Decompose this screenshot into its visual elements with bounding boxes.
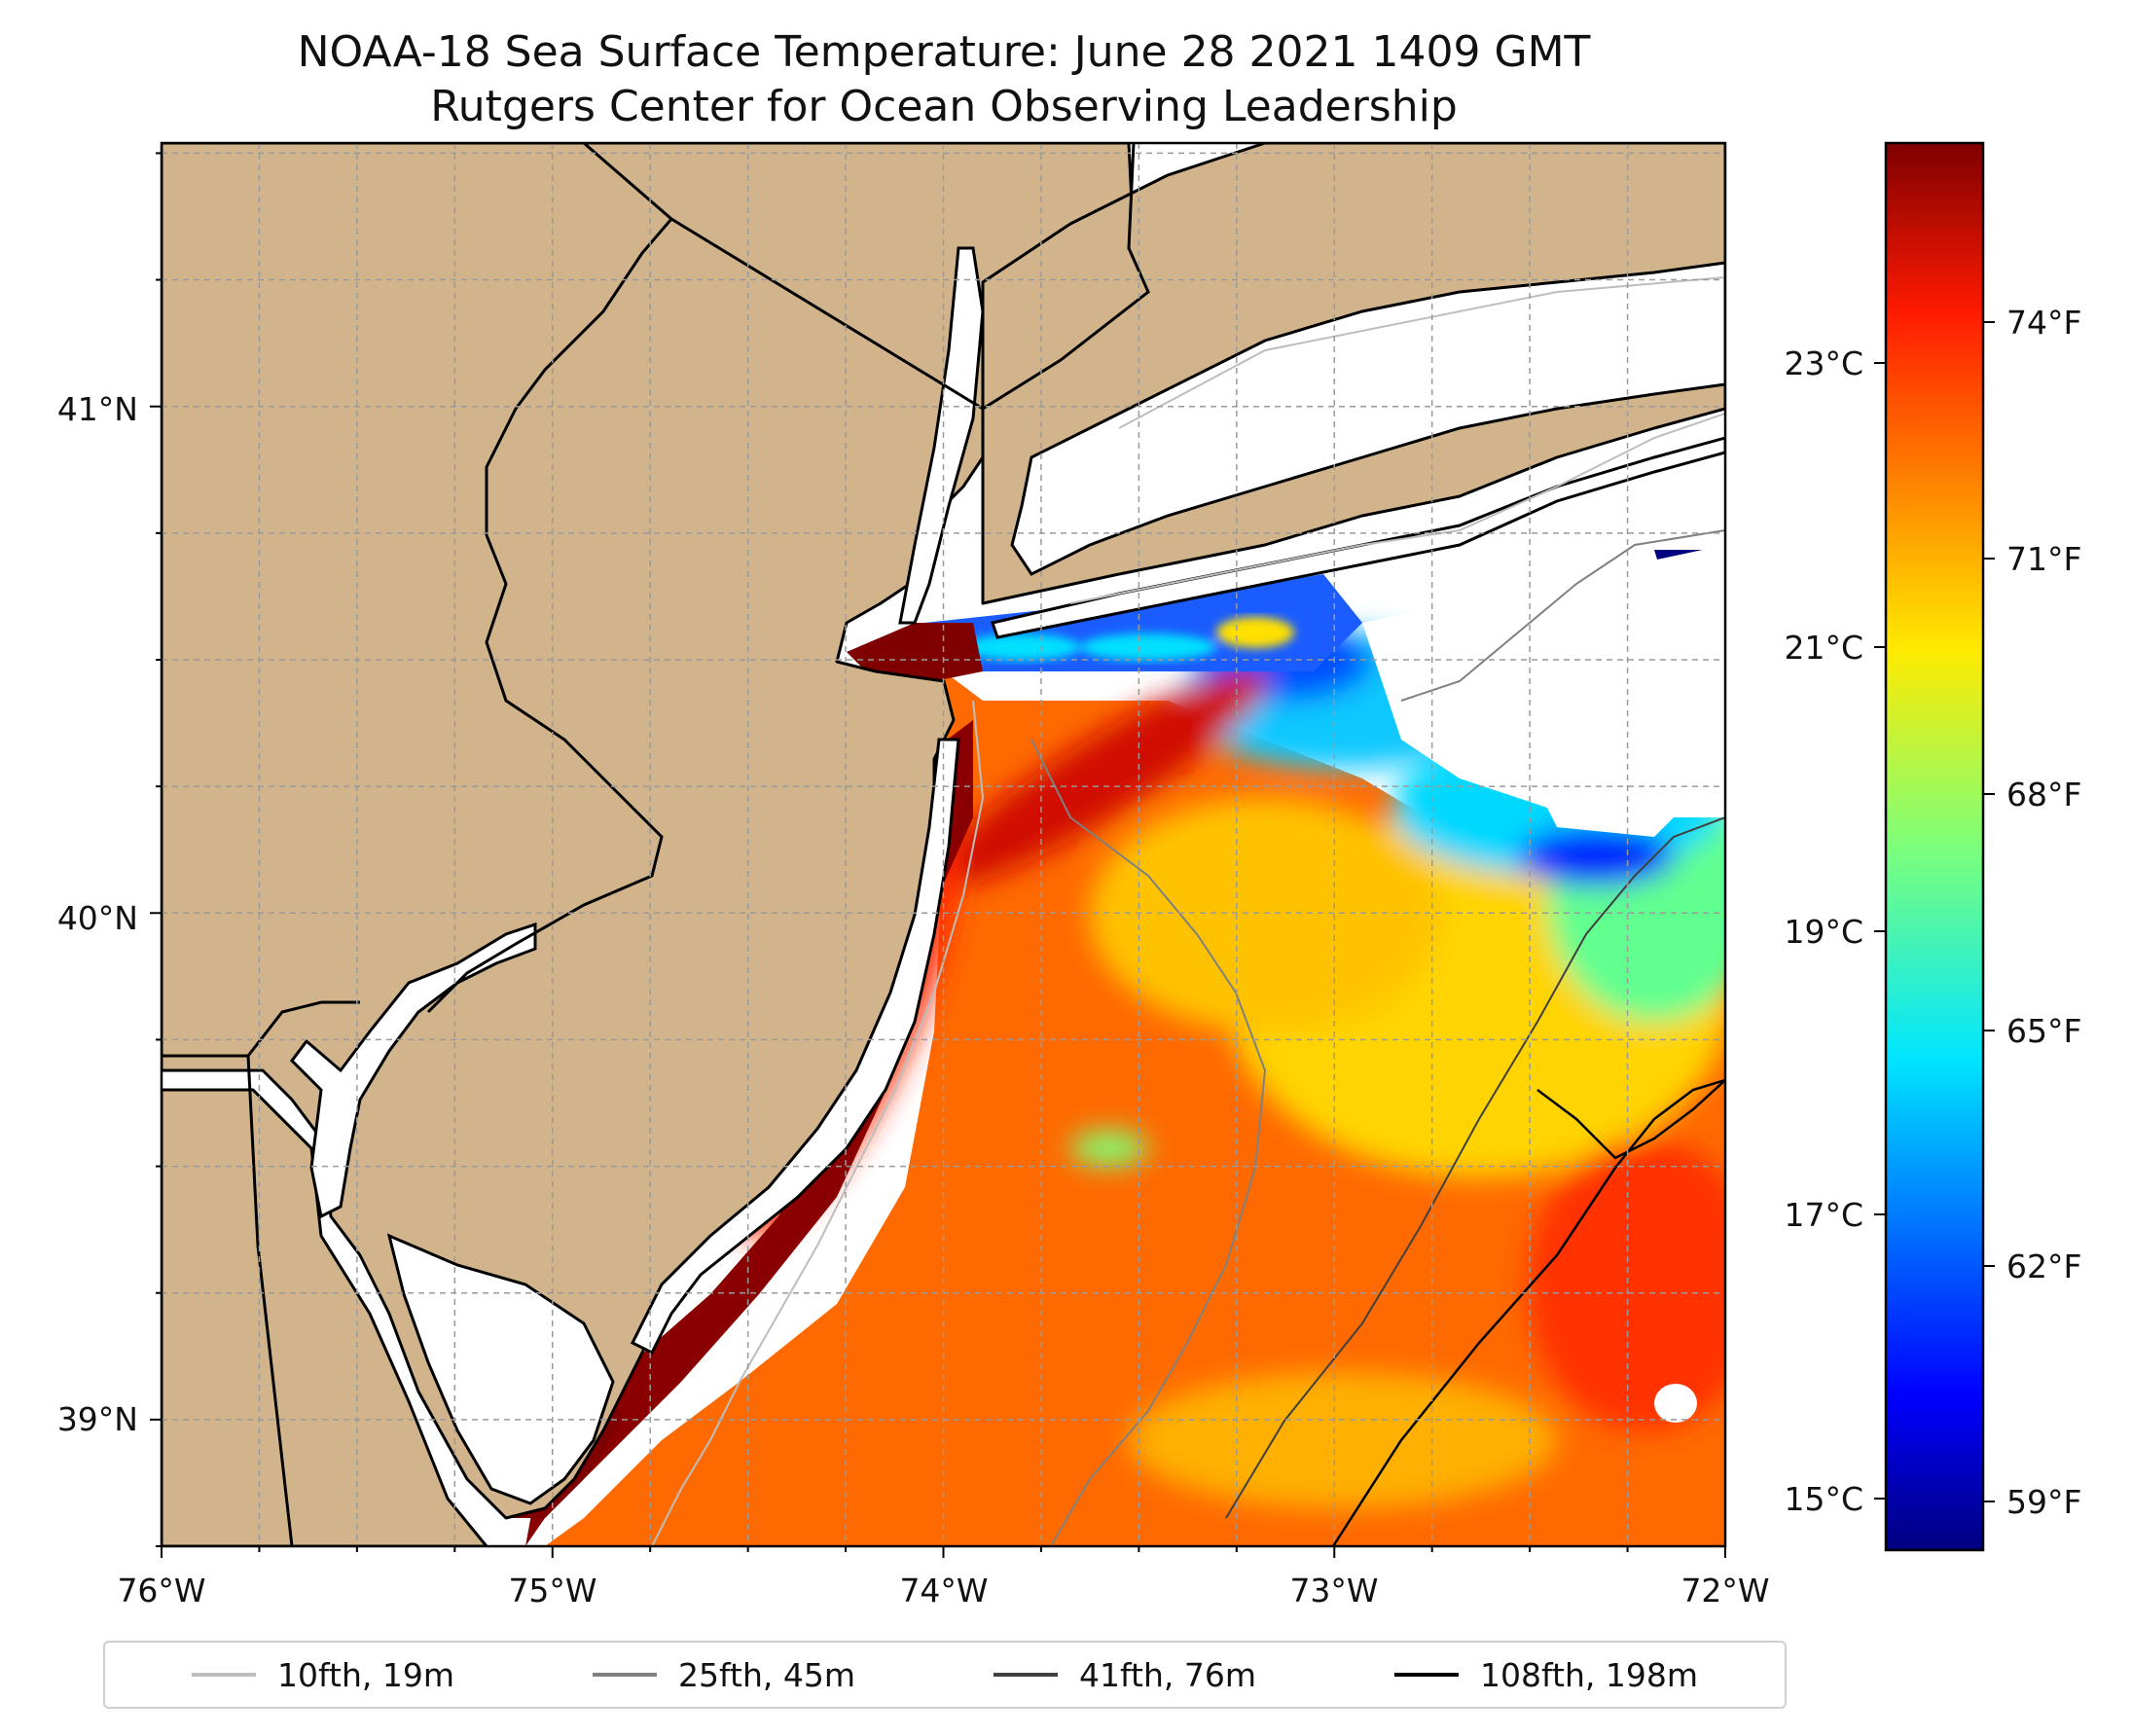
cbar-f-62: 62°F bbox=[2006, 1248, 2081, 1285]
border-ny-nj bbox=[162, 143, 984, 411]
legend-item-25fth: 25fth, 45m bbox=[593, 1656, 855, 1694]
contour-10fth bbox=[651, 700, 985, 1546]
title-block: NOAA-18 Sea Surface Temperature: June 28… bbox=[156, 25, 1732, 134]
contour-10fth-sound bbox=[1118, 276, 1725, 429]
contour-108fth bbox=[1331, 1078, 1725, 1546]
delaware-bay-water bbox=[386, 1233, 615, 1505]
sst-blue-east bbox=[1518, 827, 1674, 886]
border-pa-de-arc bbox=[246, 1000, 360, 1057]
cbar-f-59: 59°F bbox=[2006, 1483, 2081, 1521]
x-tick-label-72w: 72°W bbox=[1680, 1572, 1769, 1609]
cbar-f-74: 74°F bbox=[2006, 304, 2081, 342]
coast-water-details bbox=[290, 246, 1725, 1505]
sst-red-east bbox=[1528, 1139, 1725, 1430]
sst-li-yellow bbox=[1216, 617, 1294, 648]
legend-swatch-41fth bbox=[994, 1673, 1058, 1677]
cbar-f-68: 68°F bbox=[2006, 776, 2081, 814]
contour-legend: 10fth, 19m 25fth, 45m 41fth, 76m 108fth,… bbox=[103, 1641, 1787, 1709]
contour-25fth-east bbox=[1400, 529, 1725, 702]
axis-ticks bbox=[150, 152, 1726, 1558]
legend-swatch-25fth bbox=[593, 1673, 657, 1677]
land-delmarva bbox=[162, 1088, 488, 1546]
state-borders bbox=[162, 143, 1150, 1546]
cbar-c-19: 19°C bbox=[1784, 913, 1863, 951]
sst-li-cyan-1 bbox=[963, 633, 1080, 661]
map-title: NOAA-18 Sea Surface Temperature: June 28… bbox=[297, 27, 1591, 77]
contour-41fth bbox=[1225, 816, 1725, 1519]
sst-yellow-mid bbox=[1090, 798, 1440, 1031]
legend-label-108fth: 108fth, 198m bbox=[1480, 1655, 1698, 1694]
contour-108fth-bend bbox=[1536, 1079, 1725, 1160]
legend-label-25fth: 25fth, 45m bbox=[678, 1655, 855, 1694]
y-tick-labels: 39°N 40°N 41°N bbox=[57, 390, 138, 1438]
border-de-md bbox=[162, 1054, 294, 1546]
sst-red-ridge bbox=[933, 669, 1266, 887]
cbar-c-21: 21°C bbox=[1784, 629, 1863, 667]
legend-item-10fth: 10fth, 19m bbox=[192, 1656, 454, 1694]
legend-swatch-108fth bbox=[1394, 1673, 1459, 1677]
map-panel bbox=[162, 143, 1725, 1546]
x-tick-labels: 76°W 75°W 74°W 73°W 72°W bbox=[117, 1572, 1769, 1609]
cbar-c-23: 23°C bbox=[1784, 344, 1863, 382]
sst-ny-bight-darkred bbox=[847, 623, 983, 681]
hudson-river bbox=[898, 246, 985, 625]
delaware-river-upper bbox=[290, 922, 537, 1219]
legend-label-41fth: 41fth, 76m bbox=[1079, 1655, 1256, 1694]
legend-item-108fth: 108fth, 198m bbox=[1394, 1656, 1698, 1694]
legend-swatch-10fth bbox=[192, 1673, 256, 1677]
map-subtitle: Rutgers Center for Ocean Observing Leade… bbox=[430, 82, 1458, 131]
colorbar: 15°C 17°C 19°C 21°C 23°C 59°F 62°F 65°F … bbox=[1784, 141, 2081, 1552]
x-tick-label-75w: 75°W bbox=[508, 1572, 596, 1609]
sst-li-cyan-2 bbox=[1080, 633, 1216, 661]
sst-yellow-south bbox=[1129, 1372, 1557, 1508]
x-tick-label-76w: 76°W bbox=[117, 1572, 205, 1609]
cbar-c-15: 15°C bbox=[1784, 1480, 1863, 1518]
y-tick-label-40n: 40°N bbox=[57, 899, 138, 937]
legend-item-41fth: 41fth, 76m bbox=[994, 1656, 1256, 1694]
gridlines bbox=[162, 143, 1725, 1546]
long-island-sound bbox=[1010, 261, 1725, 576]
nj-coastal-bays bbox=[630, 738, 960, 1356]
cbar-f-71: 71°F bbox=[2006, 540, 2081, 578]
colorbar-celsius-ticks bbox=[1874, 362, 1886, 1500]
x-tick-label-73w: 73°W bbox=[1289, 1572, 1378, 1609]
border-nj-pa-river bbox=[426, 218, 673, 1014]
sst-green-patch bbox=[1070, 1131, 1148, 1166]
x-tick-label-74w: 74°W bbox=[899, 1572, 988, 1609]
contour-10fth-li bbox=[1069, 413, 1725, 604]
colorbar-fahrenheit-ticks bbox=[1983, 321, 1995, 1502]
y-tick-label-41n: 41°N bbox=[57, 390, 138, 428]
cbar-f-65: 65°F bbox=[2006, 1012, 2081, 1050]
legend-label-10fth: 10fth, 19m bbox=[277, 1655, 454, 1694]
nodata-east-upper bbox=[1362, 545, 1725, 837]
colorbar-gradient bbox=[1884, 141, 1985, 1552]
nodata-small-patch bbox=[1654, 1384, 1697, 1423]
y-tick-label-39n: 39°N bbox=[57, 1400, 138, 1438]
cbar-c-17: 17°C bbox=[1784, 1196, 1863, 1234]
border-ny-ct bbox=[982, 143, 1150, 411]
